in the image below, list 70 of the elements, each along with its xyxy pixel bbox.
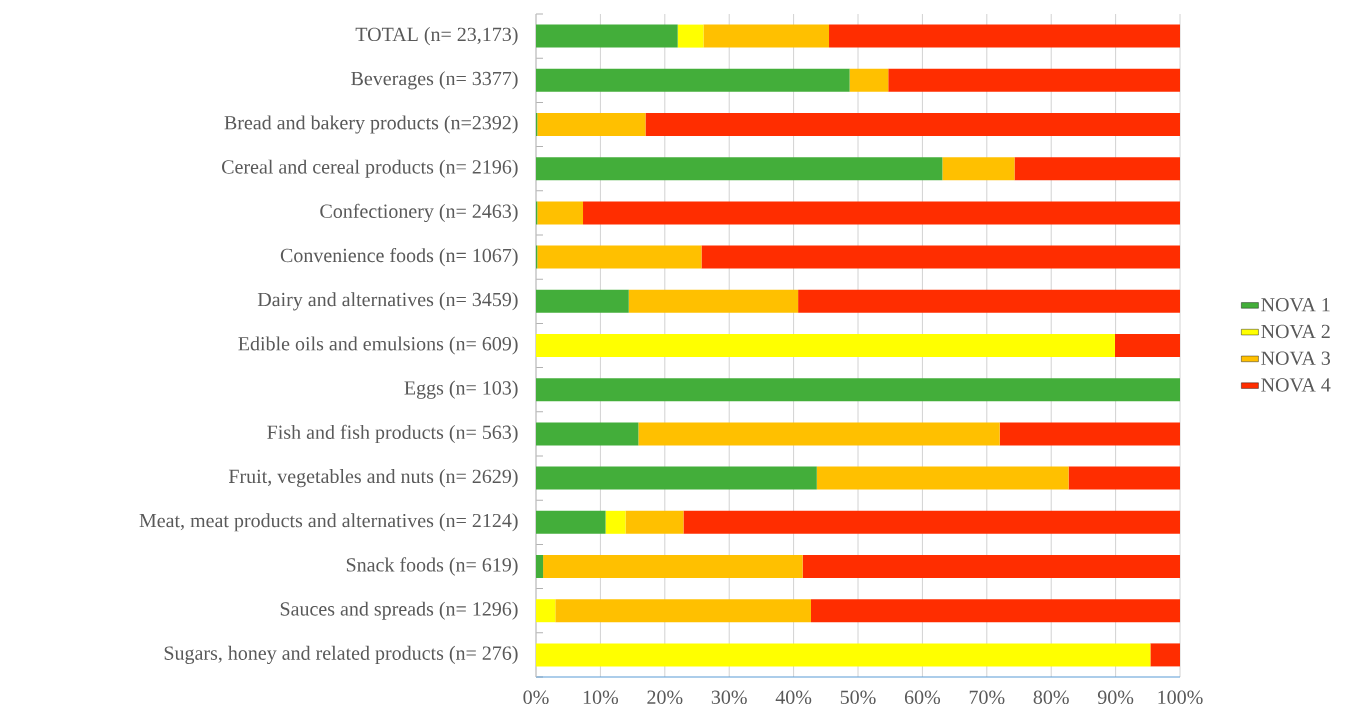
bar <box>999 422 1181 446</box>
bar <box>536 510 606 534</box>
y-tick-label: Edible oils and emulsions (n= 609) <box>238 336 518 355</box>
bar <box>802 555 1181 579</box>
legend-label: NOVA 2 <box>1261 324 1330 339</box>
y-tick-label: Meat, meat products and alternatives (n= 2124) <box>139 513 518 532</box>
bar <box>536 422 639 446</box>
bar <box>536 68 850 92</box>
y-tick-label: Fruit, vegetables and nuts (n= 2629) <box>228 469 518 488</box>
bar <box>677 24 704 48</box>
bar <box>605 510 626 534</box>
bar <box>583 201 1181 225</box>
bar <box>638 422 1000 446</box>
bar <box>543 555 803 579</box>
y-tick-label: Bread and bakery products (n=2392) <box>224 115 518 134</box>
x-tick-label: 20% <box>647 690 683 705</box>
legend-label: NOVA 3 <box>1261 351 1331 366</box>
y-tick-label: Fish and fish products (n= 563) <box>267 424 518 444</box>
bar <box>829 24 1181 48</box>
x-tick-label: 10% <box>583 690 619 705</box>
bar <box>536 599 556 623</box>
bar <box>555 599 811 623</box>
y-tick-label: Eggs (n= 103) <box>404 380 518 399</box>
x-tick-label: 30% <box>711 690 747 705</box>
x-tick-label: 100% <box>1158 690 1203 705</box>
bar <box>536 289 629 313</box>
bar <box>536 334 1115 357</box>
bar <box>888 68 1181 92</box>
y-tick-label: Confectionery (n= 2463) <box>320 203 518 223</box>
y-tick-label: TOTAL (n= 23,173) <box>355 27 518 46</box>
bar <box>625 510 684 534</box>
bar <box>1150 643 1181 667</box>
bar <box>810 599 1181 623</box>
y-tick-label: Convenience foods (n= 1067) <box>280 247 518 267</box>
bar <box>537 201 584 225</box>
y-tick-label: Snack foods (n= 619) <box>346 557 518 576</box>
bar <box>798 289 1181 313</box>
legend-label: NOVA 4 <box>1261 378 1331 392</box>
x-tick-label: 0% <box>523 690 549 705</box>
bar <box>537 113 646 136</box>
bar <box>536 643 1151 667</box>
bar <box>683 510 1181 534</box>
bar <box>701 245 1181 269</box>
bar <box>536 466 817 490</box>
bar <box>1114 334 1181 357</box>
bar <box>816 466 1069 490</box>
bar <box>536 157 943 181</box>
y-tick-label: Dairy and alternatives (n= 3459) <box>257 292 518 311</box>
bar <box>645 113 1181 136</box>
bar <box>942 157 1015 181</box>
x-tick-label: 50% <box>840 690 876 705</box>
bar <box>536 555 544 579</box>
bar <box>1068 466 1181 490</box>
y-tick-label: Cereal and cereal products (n= 2196) <box>222 159 518 178</box>
bar <box>536 378 1181 402</box>
bar <box>1014 157 1181 181</box>
bar <box>536 24 678 48</box>
x-tick-label: 60% <box>904 690 941 705</box>
bar <box>849 68 889 92</box>
bar <box>703 24 830 48</box>
bar <box>628 289 799 313</box>
y-tick-label: Sugars, honey and related products (n= 276) <box>164 645 518 664</box>
y-tick-label: Sauces and spreads (n= 1296) <box>280 601 518 620</box>
x-tick-label: 90% <box>1097 690 1134 705</box>
x-tick-label: 80% <box>1033 690 1069 705</box>
x-tick-label: 70% <box>969 690 1005 705</box>
bar <box>537 245 702 269</box>
legend-label: NOVA 1 <box>1261 298 1330 312</box>
x-tick-label: 40% <box>775 690 812 705</box>
y-tick-label: Beverages (n= 3377) <box>351 71 518 90</box>
